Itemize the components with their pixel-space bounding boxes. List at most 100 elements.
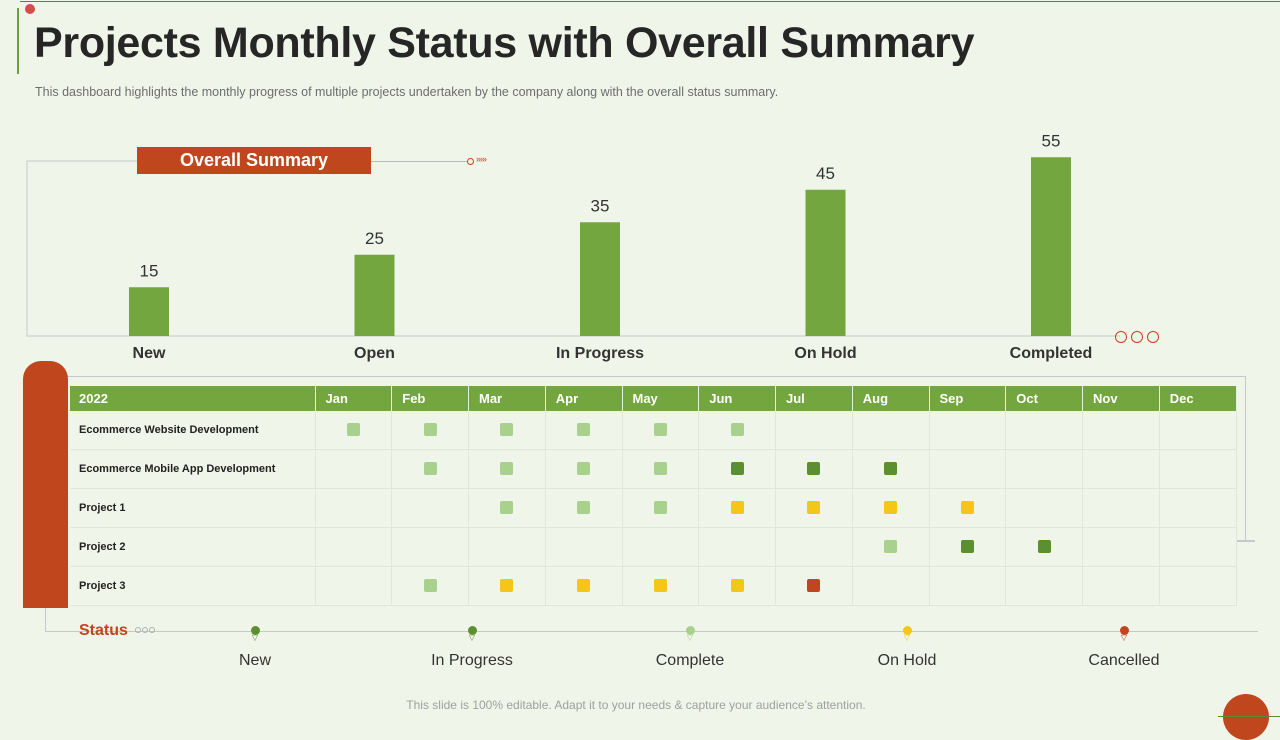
month-cell [698,566,776,606]
bar-completed [1031,157,1071,336]
month-cell [852,488,930,528]
month-cell [929,411,1007,450]
status-marker-complete [577,423,591,437]
table-row: Project 1 [70,488,1237,528]
status-marker-on-hold [577,579,591,593]
month-cell [391,488,469,528]
table-frame-right [1245,376,1246,541]
table-frame-top [68,376,1246,377]
legend-item-complete: ▽ Complete [610,626,770,670]
status-marker-in-progress [884,462,898,476]
chart-frame [26,160,1120,337]
month-cell [775,411,853,450]
table-frame-left [45,608,46,632]
triangle-down-icon: ▽ [686,633,694,642]
triangle-down-icon: ▽ [468,633,476,642]
month-cell [315,449,393,489]
table-body: Ecommerce Website Development Ecommerce M… [70,411,1237,606]
status-line [46,631,1258,632]
legend-item-cancelled: ▽ Cancelled [1044,626,1204,670]
status-marker-complete [577,501,591,515]
month-cell [1082,449,1160,489]
legend-item-in-progress: ▽ In Progress [392,626,552,670]
month-cell [775,488,853,528]
month-cell [698,411,776,450]
month-header-sep: Sep [929,386,1007,411]
status-marker-in-progress [730,462,744,476]
status-dots [135,627,155,633]
table-row: Ecommerce Mobile App Development [70,449,1237,489]
status-marker-complete [653,501,667,515]
month-header-may: May [622,386,700,411]
year-header: 2022 [70,386,316,411]
status-marker-on-hold [884,501,898,515]
overall-summary-banner: Overall Summary [137,147,371,174]
month-cell [1159,411,1237,450]
month-cell [929,449,1007,489]
triangle-down-icon: ▽ [1120,633,1128,642]
bar-value-label: 55 [1042,131,1061,150]
month-cell [929,527,1007,567]
month-cell [1005,527,1083,567]
month-cell [698,527,776,567]
month-header-nov: Nov [1082,386,1160,411]
status-marker-in-progress [807,462,821,476]
month-cell [852,527,930,567]
month-header-aug: Aug [852,386,930,411]
status-marker-complete [423,423,437,437]
bar-on-hold [805,189,846,336]
table-frame-corner [1237,540,1255,542]
month-cell [1159,566,1237,606]
legend-dot-icon [467,626,477,635]
triangle-down-icon: ▽ [251,633,259,642]
legend-label: New [238,652,271,669]
bar-open [354,254,395,336]
summary-bar-chart: 15 New 25 Open 35 In Progress 45 On Hold 55 Compl… [26,131,1120,362]
status-marker-on-hold [653,579,667,593]
month-header-jul: Jul [775,386,853,411]
bar-value-label: 35 [591,196,610,215]
month-cell [929,566,1007,606]
month-cell [468,488,546,528]
month-header-jan: Jan [315,386,393,411]
month-cell [1159,488,1237,528]
month-cell [775,449,853,489]
status-marker-complete [346,423,360,437]
decor-dot [25,4,35,14]
legend-label: Complete [655,652,725,669]
month-cell [391,527,469,567]
status-marker-complete [730,423,744,437]
table-side-tab [23,361,68,608]
month-cell [1005,411,1083,450]
status-marker-complete [423,462,437,476]
month-header-dec: Dec [1159,386,1237,411]
category-label: In Progress [556,345,644,362]
status-marker-in-progress [1037,540,1051,554]
status-marker-complete [500,501,514,515]
title-accent-bar [17,8,19,74]
status-marker-complete [884,540,898,554]
bar-new [129,287,169,336]
status-legend-title: Status [79,622,128,639]
triangle-down-icon: ▽ [903,633,911,642]
month-cell [545,488,623,528]
decor-circles [1115,331,1159,343]
month-cell [1159,527,1237,567]
month-cell [622,411,700,450]
project-name: Ecommerce Website Development [70,411,316,450]
month-cell [545,449,623,489]
month-cell [852,566,930,606]
table-row: Project 3 [70,566,1237,606]
status-marker-cancelled [807,579,821,593]
table-row: Project 2 [70,527,1237,567]
month-cell [1082,566,1160,606]
month-cell [1005,488,1083,528]
month-cell [929,488,1007,528]
month-cell [545,411,623,450]
status-marker-complete [423,579,437,593]
month-cell [391,411,469,450]
month-header-feb: Feb [391,386,469,411]
project-name: Ecommerce Mobile App Development [70,449,316,489]
month-header-jun: Jun [698,386,776,411]
month-header-apr: Apr [545,386,623,411]
